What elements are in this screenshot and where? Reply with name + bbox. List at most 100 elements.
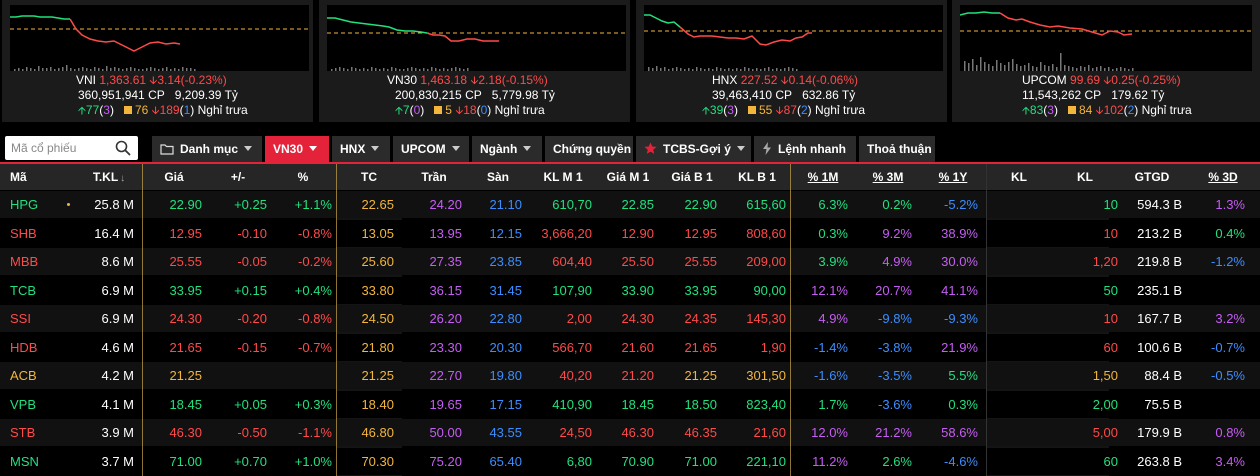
tab-label: Lệnh nhanh (778, 142, 846, 156)
index-turnover: 5,779.98 Tỷ (491, 88, 555, 102)
cell-p3m: -9.8% (878, 311, 912, 326)
column-header-label: TC (361, 170, 377, 184)
cell-gia: 71.00 (169, 453, 202, 469)
cell-p1y: 30.0% (941, 254, 978, 269)
volume-bar (736, 68, 738, 71)
table-row[interactable]: HDB 4.6 M 21.65 -0.15 -0.7% 21.80 23.30 20.30 56… (0, 333, 1260, 361)
stock-symbol[interactable]: SSI (10, 311, 31, 326)
cell-giam1: 46.30 (621, 425, 654, 440)
column-header[interactable]: Mã (0, 164, 76, 191)
cell-p3d: -0.5% (1211, 368, 1245, 383)
table-row[interactable]: ACB 4.2 M 21.25 21.25 22.70 19.80 40,20 21.20 21… (0, 362, 1260, 389)
column-header[interactable]: TC (336, 164, 402, 191)
column-header[interactable]: T.KL ↓ (76, 164, 142, 191)
tab-thoa-thuan[interactable]: Thoả thuận (859, 136, 935, 162)
column-header[interactable]: % 3D (1186, 164, 1260, 191)
cell-tran: 36.15 (429, 282, 462, 298)
tab-hnx[interactable]: HNX (332, 136, 390, 162)
table-row[interactable]: HPG 25.8 M 22.90 +0.25 +1.1% 22.65 24.20 21.10 6… (0, 191, 1260, 218)
index-panel-vni[interactable]: VNI 1,363.61 🡫3.14(-0.23%) 360,951,941 CP… (2, 0, 313, 122)
tab-danh-muc[interactable]: Danh mục (152, 136, 262, 162)
tab-vn30[interactable]: VN30 (265, 136, 329, 162)
volume-bar (1080, 66, 1082, 71)
index-intraday-chart (960, 11, 1252, 71)
volume-bar (1000, 63, 1002, 71)
stock-symbol[interactable]: MSN (10, 453, 39, 469)
column-header[interactable]: KL (986, 164, 1052, 191)
index-panel-vn30[interactable]: VN30 1,463.18 🡫2.18(-0.15%) 200,830,215 C… (319, 0, 630, 122)
cell-tran: 75.20 (429, 453, 462, 469)
stock-symbol[interactable]: STB (10, 425, 36, 440)
column-header[interactable]: KL (1052, 164, 1118, 191)
cell-tkl: 4.1 M (101, 396, 134, 412)
cell-p3m: -3.6% (878, 396, 912, 412)
volume-bar (704, 69, 706, 71)
table-row[interactable]: MBB 8.6 M 25.55 -0.05 -0.2% 25.60 27.35 23.85 60… (0, 248, 1260, 275)
table-row[interactable]: VPB 4.1 M 18.45 +0.05 +0.3% 18.40 19.65 17.15 41… (0, 390, 1260, 418)
index-panel-upcom[interactable]: UPCOM 99.69 🡫0.25(-0.25%) 11,543,262 CP 1… (952, 0, 1260, 122)
column-header[interactable]: GTGD (1118, 164, 1186, 191)
table-row[interactable]: TCB 6.9 M 33.95 +0.15 +0.4% 33.80 36.15 31.45 10… (0, 276, 1260, 304)
stock-search[interactable] (5, 136, 138, 160)
column-header-label: % 1Y (938, 170, 968, 184)
cell-tkl: 8.6 M (101, 254, 134, 269)
stock-symbol[interactable]: ACB (10, 368, 37, 383)
cell-tran: 13.95 (429, 225, 462, 241)
volume-bar (387, 69, 389, 71)
stock-symbol[interactable]: HPG (10, 197, 39, 212)
tab-chung-quyen[interactable]: Chứng quyền (545, 136, 633, 162)
table-row[interactable]: SSI 6.9 M 24.30 -0.20 -0.8% 24.50 26.20 22.80 2,… (0, 305, 1260, 332)
cell-tc: 13.05 (361, 225, 394, 241)
column-header[interactable]: % 1Y (920, 164, 986, 191)
volume-bar (1064, 65, 1066, 71)
index-turnover: 9,209.39 Tỷ (174, 88, 238, 102)
stock-search-input[interactable] (11, 140, 111, 156)
column-header[interactable]: Sàn (466, 164, 530, 191)
column-header[interactable]: % 1M (790, 164, 856, 191)
volume-bar (1004, 65, 1006, 71)
stock-symbol[interactable]: MBB (10, 254, 39, 269)
volume-bar (367, 69, 369, 71)
column-header-label: KL M 1 (543, 170, 583, 184)
table-row[interactable]: SHB 16.4 M 12.95 -0.10 -0.8% 13.05 13.95 12.15 3… (0, 219, 1260, 247)
index-headline: VNI 1,363.61 🡫3.14(-0.23%) (76, 73, 227, 89)
column-header[interactable]: Giá M 1 (596, 164, 660, 191)
volume-bar (126, 68, 128, 71)
advances-count: 77 (85, 103, 100, 117)
column-header[interactable]: % 3M (856, 164, 920, 191)
cell-tc: 33.80 (361, 282, 394, 298)
column-divider (790, 164, 791, 476)
tab-upcom[interactable]: UPCOM (393, 136, 469, 162)
search-icon[interactable] (115, 140, 131, 161)
volume-bar (58, 68, 60, 71)
column-header[interactable]: +/- (206, 164, 270, 191)
column-header-label: Giá B 1 (671, 170, 713, 184)
cell-p3d: 3.4% (1215, 453, 1245, 469)
tab-tcbs-goi-y[interactable]: TCBS-Gợi ý (636, 136, 751, 162)
column-header[interactable]: Giá B 1 (660, 164, 724, 191)
unchanged-square-icon (747, 106, 756, 114)
stock-symbol[interactable]: VPB (10, 396, 37, 412)
column-header[interactable]: Giá (142, 164, 206, 191)
unchanged-count: 55 (758, 103, 773, 117)
index-panel-hnx[interactable]: HNX 227.52 🡫0.14(-0.06%) 39,463,410 CP 63… (636, 0, 947, 122)
volume-bar (451, 68, 453, 71)
volume-bar (66, 65, 68, 71)
header-separator (0, 190, 1260, 191)
sort-desc-icon[interactable]: ↓ (120, 173, 126, 184)
tab-lenh-nhanh[interactable]: Lệnh nhanh (754, 136, 856, 162)
column-header[interactable]: Trần (402, 164, 466, 191)
table-row[interactable]: MSN 3.7 M 71.00 +0.70 +1.0% 70.30 75.20 65.40 6,… (0, 447, 1260, 475)
cell-klb1: 808,60 (746, 225, 786, 241)
column-header[interactable]: KL M 1 (530, 164, 596, 191)
column-header[interactable]: KL B 1 (724, 164, 790, 191)
volume-bar (668, 69, 670, 71)
stock-symbol[interactable]: TCB (10, 282, 36, 298)
cell-chg: -0.15 (237, 339, 267, 355)
tab-nganh[interactable]: Ngành (472, 136, 542, 162)
stock-symbol[interactable]: SHB (10, 225, 37, 241)
column-header[interactable]: % (270, 164, 336, 191)
cell-tran: 26.20 (429, 311, 462, 326)
table-row[interactable]: STB 3.9 M 46.30 -0.50 -1.1% 46.80 50.00 43.55 24… (0, 419, 1260, 446)
stock-symbol[interactable]: HDB (10, 339, 38, 355)
